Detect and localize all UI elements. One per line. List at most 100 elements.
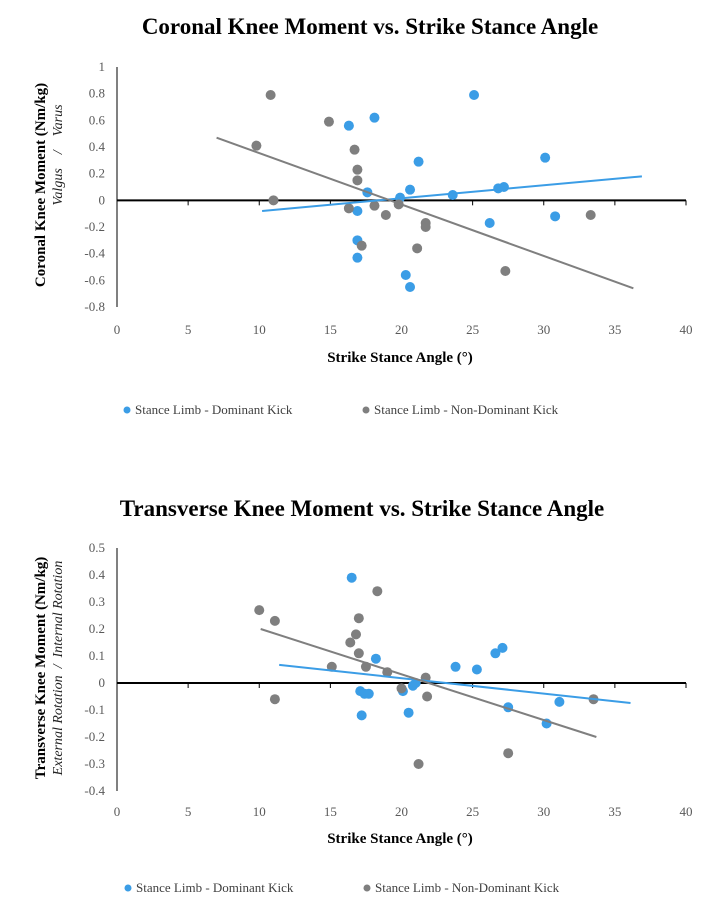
x-tick-label: 10 (253, 322, 266, 337)
y-tick-label: -0.1 (84, 702, 105, 717)
x-axis-label: Strike Stance Angle (°) (327, 831, 473, 847)
data-point-dominant (352, 252, 363, 263)
y-tick-label: 0 (99, 192, 106, 207)
y-tick-label: 0 (99, 675, 106, 690)
legend-label-non-dominant: Stance Limb - Non-Dominant Kick (374, 402, 559, 417)
legend: Stance Limb - Dominant Kick Stance Limb … (124, 880, 560, 895)
data-point-non-dominant (503, 748, 514, 759)
data-point-dominant (469, 90, 480, 100)
legend-marker-dominant (124, 884, 132, 892)
y-axis-label: Coronal Knee Moment (Nm/kg) (33, 83, 49, 287)
y-tick-label: 0.5 (89, 540, 105, 555)
data-point-non-dominant (251, 140, 262, 151)
x-axis-label: Strike Stance Angle (°) (327, 350, 473, 366)
x-tick-label: 40 (680, 322, 693, 337)
y-tick-label: 1 (99, 59, 106, 74)
data-point-non-dominant (422, 691, 433, 702)
x-tick-label: 35 (608, 804, 621, 819)
data-point-non-dominant (265, 90, 276, 100)
y-tick-label: -0.2 (84, 219, 105, 234)
data-point-non-dominant (343, 203, 354, 214)
data-point-non-dominant (500, 266, 511, 276)
trendline-dominant (262, 175, 642, 212)
y-tick-label: 0.4 (89, 139, 106, 154)
data-point-dominant (490, 648, 501, 659)
data-point-non-dominant (352, 164, 363, 175)
data-point-dominant (550, 211, 561, 222)
chart-title: Coronal Knee Moment vs. Strike Stance An… (142, 14, 598, 39)
y-axis-label: Transverse Knee Moment (Nm/kg) (33, 557, 49, 780)
data-point-non-dominant (268, 195, 279, 206)
data-point-dominant (554, 696, 565, 707)
x-tick-label: 0 (114, 804, 121, 819)
data-point-non-dominant (350, 629, 361, 640)
legend-label-dominant: Stance Limb - Dominant Kick (135, 402, 293, 417)
trendline-non-dominant (216, 136, 634, 290)
data-point-non-dominant (380, 210, 391, 220)
legend-label-non-dominant: Stance Limb - Non-Dominant Kick (375, 880, 560, 895)
y-tick-label: 0.4 (89, 567, 106, 582)
data-point-non-dominant (420, 222, 431, 232)
data-point-dominant (356, 710, 367, 721)
data-point-dominant (498, 182, 509, 192)
x-tick-label: 15 (324, 804, 337, 819)
data-point-non-dominant (254, 605, 265, 616)
data-point-non-dominant (413, 759, 424, 769)
trendline-dominant (279, 663, 631, 704)
data-point-dominant (369, 112, 380, 123)
y-axis-sublabel: External Rotation / Internal Rotation (51, 561, 66, 777)
x-tick-label: 30 (537, 322, 550, 337)
data-point-dominant (447, 190, 458, 200)
chart-title: Transverse Knee Moment vs. Strike Stance… (120, 496, 604, 521)
y-tick-label: 0.2 (89, 621, 105, 636)
data-point-non-dominant (353, 648, 364, 659)
plot-area: 0.5 0.4 0.3 0.2 0.1 0 -0.1 -0.2 -0.3 -0.4 0 5 10 15 20… (84, 540, 692, 819)
x-tick-label: 40 (680, 804, 693, 819)
data-point-non-dominant (356, 240, 367, 251)
data-point-dominant (484, 218, 495, 228)
x-tick-label: 35 (608, 322, 621, 337)
legend-label-dominant: Stance Limb - Dominant Kick (136, 880, 294, 895)
data-point-non-dominant (326, 661, 337, 672)
y-axis-sublabel: Valgus / Varus (51, 104, 66, 206)
legend: Stance Limb - Dominant Kick Stance Limb … (123, 402, 559, 417)
y-tick-label: -0.3 (84, 756, 105, 771)
y-tick-label: 0.2 (89, 166, 105, 181)
data-point-non-dominant (372, 586, 383, 597)
data-point-non-dominant (369, 200, 380, 211)
x-tick-label: 5 (185, 322, 192, 337)
x-tick-label: 20 (395, 322, 408, 337)
x-tick-label: 30 (537, 804, 550, 819)
legend-marker-non-dominant (363, 884, 371, 892)
y-tick-label: 0.3 (89, 594, 105, 609)
y-tick-label: 0.6 (89, 112, 106, 127)
x-tick-label: 0 (114, 322, 121, 337)
x-tick-label: 15 (324, 322, 337, 337)
data-point-dominant (413, 156, 424, 167)
data-point-non-dominant (323, 116, 334, 127)
data-point-dominant (497, 642, 508, 653)
y-tick-label: 0.1 (89, 648, 105, 663)
data-point-dominant (471, 664, 482, 675)
data-point-dominant (405, 184, 416, 195)
data-point-dominant (363, 688, 374, 699)
y-tick-label: -0.2 (84, 729, 105, 744)
x-tick-label: 10 (253, 804, 266, 819)
chart-transverse: Transverse Knee Moment vs. Strike Stance… (33, 496, 693, 895)
y-tick-label: -0.4 (84, 783, 105, 798)
y-tick-label: 0.8 (89, 86, 105, 101)
x-tick-label: 20 (395, 804, 408, 819)
data-point-non-dominant (269, 615, 280, 626)
y-tick-label: -0.6 (84, 272, 105, 287)
x-tick-label: 25 (466, 804, 479, 819)
data-point-dominant (400, 270, 411, 280)
data-point-dominant (540, 152, 551, 163)
data-point-non-dominant (349, 144, 360, 155)
x-tick-label: 25 (466, 322, 479, 337)
data-point-dominant (346, 572, 357, 583)
data-point-non-dominant (585, 210, 596, 220)
legend-marker-non-dominant (362, 406, 370, 414)
data-point-dominant (405, 282, 416, 292)
data-point-non-dominant (269, 694, 280, 705)
data-point-dominant (450, 661, 461, 672)
